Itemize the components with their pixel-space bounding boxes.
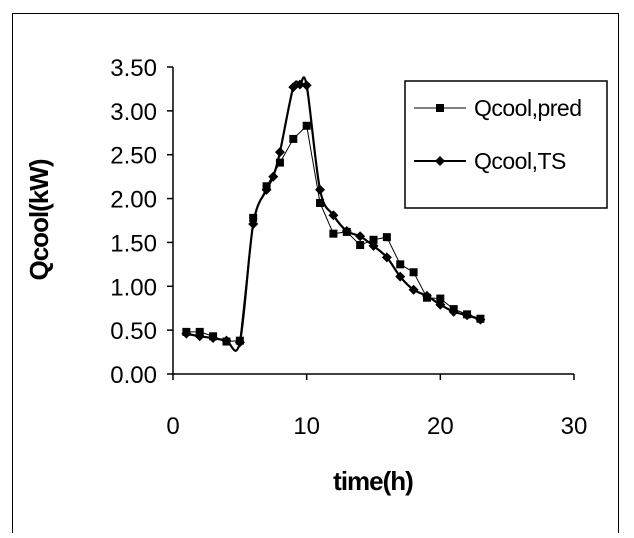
data-point-ts: [381, 252, 392, 263]
data-point-ts: [234, 337, 245, 348]
data-point-ts: [395, 271, 406, 282]
y-tick-label: 0.00: [110, 362, 157, 389]
data-point-ts: [181, 328, 192, 339]
legend-box: [404, 80, 608, 209]
chart-frame: [12, 13, 619, 533]
data-point-ts: [355, 231, 366, 242]
data-point-pred: [316, 198, 325, 207]
series-layer: [181, 76, 486, 352]
data-point-pred: [302, 121, 311, 130]
x-tick-label: 0: [166, 413, 179, 440]
y-tick-label: 2.00: [110, 187, 157, 214]
y-axis-title: Qcool(kW): [24, 159, 54, 280]
data-point-pred: [329, 229, 338, 238]
data-point-ts: [435, 299, 446, 310]
legend-marker-pred: [436, 104, 444, 112]
y-tick-label: 1.50: [110, 230, 157, 257]
legend-marker-ts: [435, 156, 445, 166]
data-point-ts: [448, 306, 459, 317]
y-tick-label: 3.50: [110, 55, 157, 82]
data-point-ts: [341, 226, 352, 237]
data-point-pred: [436, 294, 445, 303]
data-point-pred: [382, 233, 391, 242]
x-tick-label: 20: [427, 413, 454, 440]
data-point-pred: [249, 213, 258, 222]
data-point-ts: [475, 314, 486, 325]
data-point-ts: [315, 184, 326, 195]
data-point-ts: [368, 240, 379, 251]
data-point-ts: [194, 331, 205, 342]
x-ticks: 0 10 20 30: [166, 374, 587, 440]
data-point-ts: [421, 290, 432, 301]
data-point-ts: [208, 333, 219, 344]
data-point-pred: [356, 241, 365, 250]
data-point-pred: [409, 268, 418, 277]
y-tick-label: 2.50: [110, 143, 157, 170]
data-point-pred: [396, 260, 405, 269]
data-point-pred: [289, 134, 298, 143]
data-point-pred: [369, 235, 378, 244]
x-tick-label: 10: [293, 413, 320, 440]
legend-label-ts: Qcool,TS: [474, 148, 566, 174]
y-tick-label: 1.00: [110, 274, 157, 301]
data-point-ts: [221, 335, 232, 346]
data-point-ts: [274, 147, 285, 158]
data-point-ts: [261, 184, 272, 195]
data-point-pred: [275, 158, 284, 167]
data-point-ts: [408, 284, 419, 295]
data-point-ts: [294, 79, 305, 90]
x-tick-label: 30: [561, 413, 588, 440]
data-point-ts: [248, 219, 259, 230]
axes: [172, 67, 574, 375]
legend-label-pred: Qcool,pred: [474, 95, 582, 121]
x-axis-title: time(h): [333, 466, 413, 496]
data-point-ts: [462, 310, 473, 321]
legend: Qcool,pred Qcool,TS: [404, 80, 608, 209]
data-point-ts: [301, 80, 312, 91]
y-tick-label: 0.50: [110, 318, 157, 345]
data-point-ts: [268, 171, 279, 182]
y-ticks: 0.00 0.50 1.00 1.50 2.00 2.50 3.00 3.50: [110, 55, 173, 389]
data-point-ts: [328, 210, 339, 221]
y-tick-label: 3.00: [110, 99, 157, 126]
